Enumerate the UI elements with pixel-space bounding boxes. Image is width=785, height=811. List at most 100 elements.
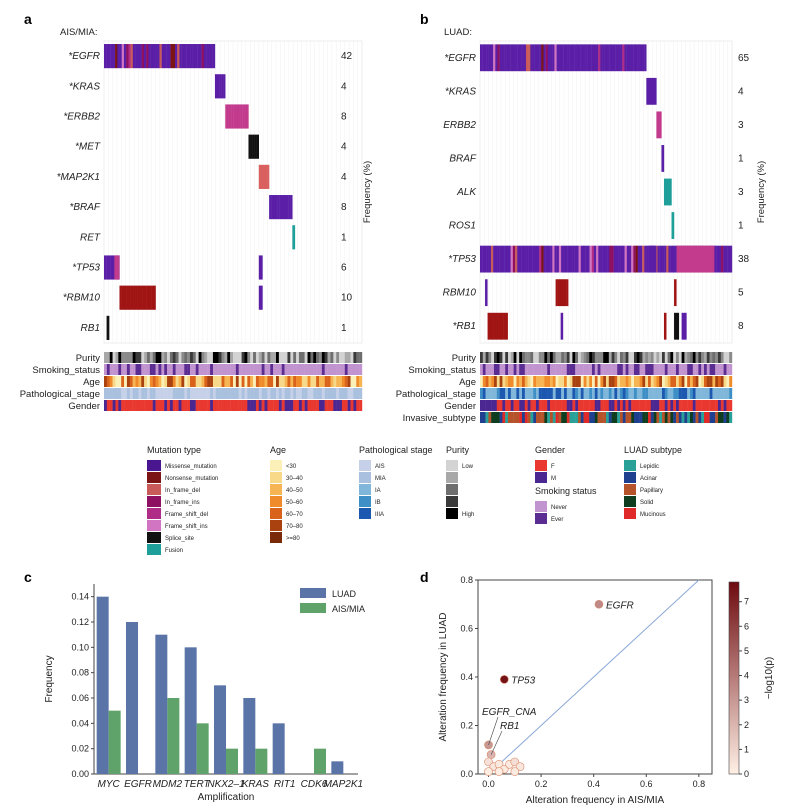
track-cell — [198, 388, 202, 399]
track-cell — [482, 412, 486, 423]
track-cell — [536, 388, 539, 399]
track-cell — [527, 364, 531, 375]
track-cell — [496, 412, 500, 423]
track-cell — [210, 352, 214, 363]
mutation-cell — [646, 77, 649, 105]
mutation-cell — [152, 44, 156, 69]
track-cell — [212, 400, 216, 411]
mutation-cell — [593, 245, 597, 273]
track-cell — [172, 388, 176, 399]
track-cell — [296, 352, 300, 363]
track-cell — [726, 352, 730, 363]
track-cell — [589, 364, 593, 375]
track-cell — [625, 412, 629, 423]
mutation-cell — [159, 44, 162, 69]
track-cell — [195, 400, 199, 411]
gene-label: ERBB2 — [443, 120, 476, 131]
track-cell — [353, 388, 357, 399]
legend-swatch — [147, 460, 161, 471]
mutation-cell — [488, 44, 492, 72]
track-cell — [258, 352, 262, 363]
track-cell — [676, 412, 679, 423]
track-cell — [631, 376, 635, 387]
scatter-point — [484, 767, 493, 776]
track-cell — [319, 364, 323, 375]
track-cell — [715, 388, 719, 399]
track-cell — [307, 352, 311, 363]
track-cell — [589, 352, 593, 363]
mutation-cell — [534, 44, 538, 72]
mutation-cell — [674, 312, 680, 340]
track-cell — [533, 352, 537, 363]
track-cell — [718, 412, 721, 423]
y-tick-label: 0.14 — [71, 592, 89, 602]
track-cell — [494, 412, 497, 423]
mutation-cell — [604, 44, 608, 72]
track-cell — [224, 400, 228, 411]
track-cell — [172, 364, 176, 375]
track-cell — [178, 400, 182, 411]
mutation-cell — [498, 312, 502, 340]
track-cell — [614, 352, 618, 363]
track-cell — [634, 400, 637, 411]
track-cell — [215, 376, 219, 387]
track-cell — [255, 400, 259, 411]
track-cell — [227, 376, 231, 387]
track-cell — [650, 364, 654, 375]
legend-label: Frame_shift_del — [165, 512, 208, 518]
mutation-cell — [192, 44, 196, 69]
x-tick-label: TERT — [184, 779, 211, 790]
mutation-cell — [104, 255, 107, 280]
track-cell — [617, 364, 621, 375]
mutation-cell — [250, 134, 253, 159]
gene-count: 10 — [341, 293, 353, 304]
track-cell — [667, 388, 671, 399]
mutation-cell — [721, 245, 724, 273]
legend-title-smoking: Smoking status — [535, 486, 597, 496]
track-cell — [589, 400, 593, 411]
track-cell — [673, 412, 677, 423]
track-cell — [648, 364, 651, 375]
panel-header-a: AIS/MIA: — [60, 27, 97, 38]
legend-title-stage: Pathological stage — [359, 445, 433, 455]
legend-label: IB — [375, 500, 381, 506]
track-cell — [344, 376, 348, 387]
mutation-cell — [130, 285, 134, 310]
track-cell — [547, 352, 551, 363]
track-cell — [161, 352, 165, 363]
mutation-cell — [106, 255, 109, 280]
track-cell — [580, 364, 584, 375]
bar-luad — [96, 596, 109, 774]
gene-count: 3 — [738, 120, 744, 131]
track-cell — [293, 400, 297, 411]
track-cell — [704, 412, 707, 423]
mutation-cell — [227, 104, 230, 129]
mutation-cell — [258, 285, 263, 310]
mutation-cell — [532, 245, 535, 273]
track-cell — [304, 400, 308, 411]
legend-label: In_frame_ins — [165, 500, 200, 506]
track-cell — [673, 364, 677, 375]
track-cell — [138, 400, 142, 411]
colorbar — [728, 581, 740, 775]
panel-letter-c: c — [24, 569, 32, 585]
colorbar-tick-label: 6 — [744, 621, 749, 631]
mutation-cell — [536, 44, 540, 72]
track-cell — [698, 400, 702, 411]
y-tick-label: 0.04 — [71, 718, 89, 728]
track-cell — [293, 376, 297, 387]
point-label-egfr-cna: EGFR_CNA — [482, 707, 537, 718]
track-cell — [494, 388, 497, 399]
track-cell — [109, 388, 113, 399]
track-cell — [359, 376, 363, 387]
track-cell — [656, 352, 660, 363]
track-cell — [230, 352, 234, 363]
track-cell — [636, 388, 640, 399]
mutation-cell — [501, 312, 504, 340]
mutation-cell — [536, 245, 540, 273]
track-cell — [541, 400, 545, 411]
track-cell — [480, 364, 483, 375]
track-cell — [491, 412, 495, 423]
track-cell — [676, 352, 679, 363]
track-cell — [611, 412, 615, 423]
